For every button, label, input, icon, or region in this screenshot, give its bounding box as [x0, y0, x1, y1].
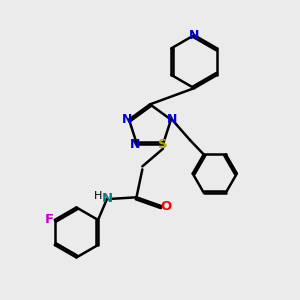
Text: N: N — [130, 138, 141, 151]
Text: N: N — [189, 29, 200, 42]
Text: S: S — [158, 138, 168, 151]
Text: H: H — [94, 191, 102, 201]
Text: N: N — [101, 192, 112, 205]
Text: O: O — [160, 200, 172, 213]
Text: F: F — [44, 213, 53, 226]
Text: N: N — [167, 113, 178, 126]
Text: N: N — [122, 113, 133, 126]
